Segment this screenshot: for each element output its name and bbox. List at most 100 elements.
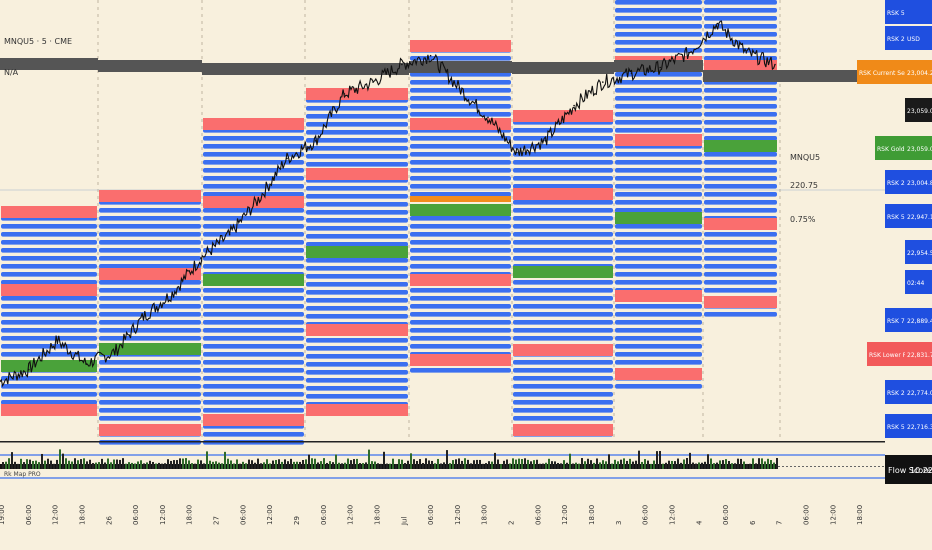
risk-band-blue-row [1,392,97,397]
risk-band-blue-row [513,160,613,165]
flow-histogram-bar [389,463,391,469]
flow-histogram-bar [62,453,64,469]
flow-histogram-bar [584,461,586,469]
risk-band-blue-row [1,376,97,381]
price-axis-badge-label: RSK Golden [877,146,912,153]
risk-band-blue-row [306,370,408,375]
flow-dotted-tail [866,466,868,467]
flow-histogram-bar [410,453,412,469]
risk-band-red [513,110,613,122]
flow-histogram-bar [554,461,556,469]
risk-band-blue-row [513,176,613,181]
flow-histogram-bar [575,462,577,469]
settlement-line [0,58,98,70]
flow-histogram-bar [191,463,193,469]
flow-histogram-bar [536,459,538,469]
flow-dotted-tail [862,466,864,467]
risk-band-blue-row [203,192,304,197]
risk-band-blue-row [410,88,511,93]
price-point [688,52,690,54]
flow-histogram-bar [413,459,415,469]
price-point [372,81,374,83]
chart-symbol-header[interactable]: MNQU5 · 5 · CME [4,37,72,46]
flow-histogram-bar [731,463,733,469]
flow-histogram-bar [338,462,340,469]
risk-band-blue-row [513,416,613,421]
flow-histogram-bar [425,458,427,469]
flow-histogram-bar [578,463,580,469]
risk-band-red [1,206,97,218]
risk-band-blue-row [203,176,304,181]
time-axis-tick: 06:00 [642,505,650,525]
flow-histogram-bar [635,460,637,469]
time-axis-tick: 12:00 [266,505,274,525]
flow-score-value: 10.22 [910,466,932,475]
flow-histogram-bar [593,462,595,469]
risk-band-blue-row [513,360,613,365]
flow-histogram-bar [488,461,490,469]
price-axis-badge-value: 23,059.00 [907,146,932,153]
risk-band-blue-row [1,344,97,349]
risk-band-blue-row [203,160,304,165]
flow-histogram-bar [104,462,106,469]
flow-histogram-bar [746,463,748,469]
flow-histogram-bar [437,458,439,469]
risk-band-layer [0,0,880,445]
risk-band-blue-row [615,272,702,277]
risk-band-blue-row [306,122,408,127]
flow-histogram-bar [557,462,559,469]
flow-histogram-bar [269,463,271,469]
flow-histogram-bar [281,461,283,469]
risk-band-green [410,204,511,216]
flow-histogram-bar [713,463,715,469]
price-axis-badge: 22,954.50 [905,240,932,264]
risk-band-blue-row [615,48,702,53]
risk-band-blue-row [1,336,97,341]
risk-band-blue-row [306,266,408,271]
risk-band-blue-row [410,328,511,333]
risk-band-blue-row [99,296,201,301]
risk-band-green [704,140,777,152]
flow-dotted-tail [826,466,828,467]
risk-band-red [99,190,201,202]
risk-band-blue-row [513,296,613,301]
flow-histogram-bar [335,454,337,469]
risk-band-blue-row [99,280,201,285]
risk-band-orange [410,196,511,202]
risk-band-blue-row [704,136,777,141]
risk-band-blue-row [306,218,408,223]
flow-histogram-bar [563,460,565,469]
risk-band-blue-row [704,240,777,245]
flow-histogram-bar [152,461,154,469]
flow-histogram-bar [176,460,178,469]
price-point [343,93,346,95]
price-line-layer [0,20,776,388]
risk-band-blue-row [1,400,97,405]
risk-band-blue-row [1,384,97,389]
flow-dotted-tail [794,466,796,467]
flow-histogram-bar [485,463,487,469]
risk-band-blue-row [410,344,511,349]
risk-band-blue-row [410,248,511,253]
price-axis-badge-label-bg [885,204,905,228]
flow-histogram-bar [47,458,49,469]
flow-dotted-tail [830,466,832,467]
price-axis-badge-value: 22,954.50 [907,250,932,257]
flow-histogram-bar [638,450,640,469]
risk-band-blue-row [203,328,304,333]
risk-band-blue-row [410,304,511,309]
risk-band-blue-row [203,304,304,309]
risk-band-blue-row [513,336,613,341]
flow-histogram-bar [359,463,361,469]
flow-histogram-bar [701,462,703,469]
risk-band-blue-row [410,184,511,189]
flow-histogram-bar [776,458,778,469]
risk-band-blue-row [513,216,613,221]
risk-band-blue-row [99,408,201,413]
flow-histogram-bar [350,460,352,469]
price-point [429,54,432,57]
flow-histogram-bar [356,458,358,469]
flow-histogram-bar [284,459,286,469]
